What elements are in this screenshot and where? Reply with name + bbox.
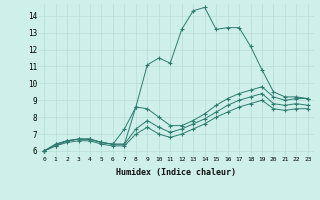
- X-axis label: Humidex (Indice chaleur): Humidex (Indice chaleur): [116, 168, 236, 177]
